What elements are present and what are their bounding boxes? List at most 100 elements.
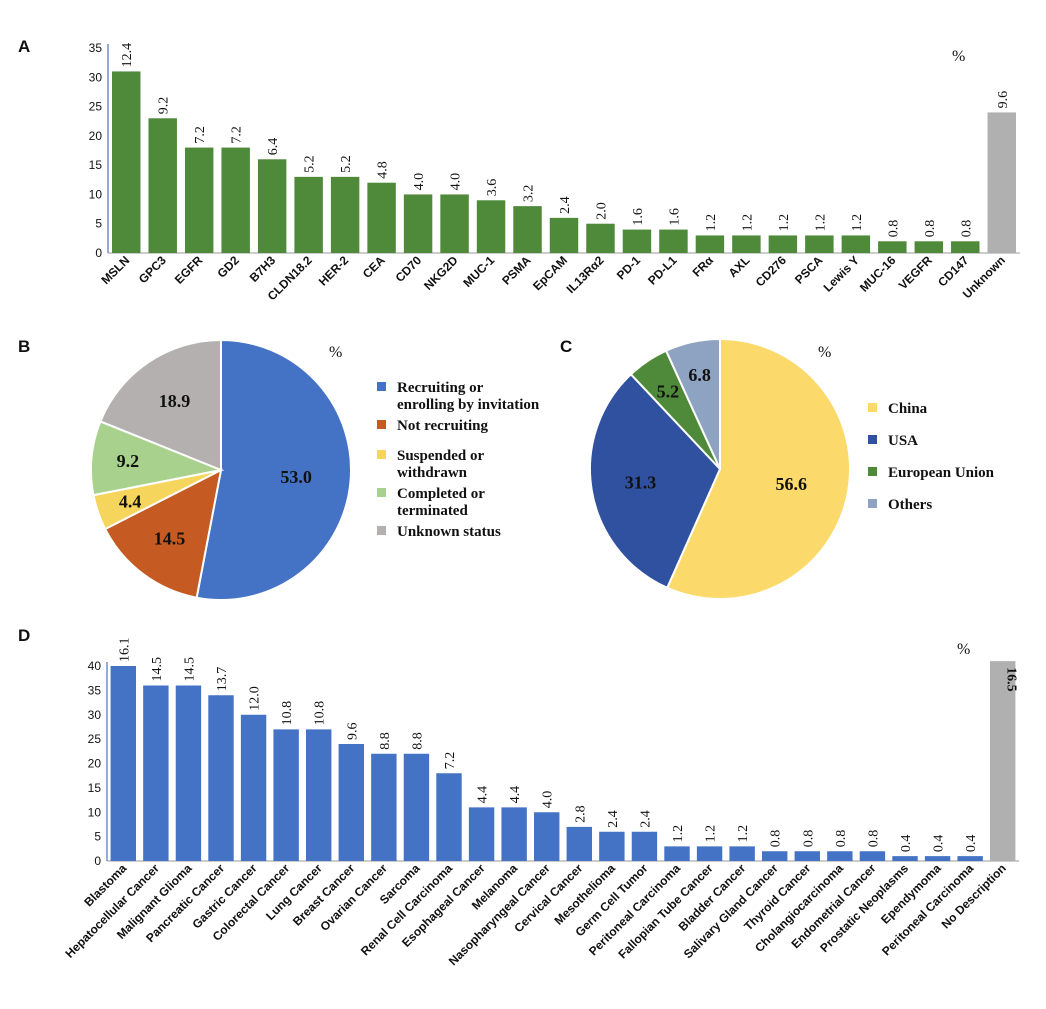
legend-label-c: Others xyxy=(888,497,932,513)
bar-d xyxy=(273,729,299,861)
pie-chart-c: 56.6 31.3 5.2 6.8 China USA European Union Othe… xyxy=(589,337,995,600)
legend-label-b: enrolling by invitation xyxy=(397,397,540,413)
bar-value-label-d: 16.1 xyxy=(117,638,132,663)
pie-value-label-b: 14.5 xyxy=(154,529,186,549)
unit-label-d: % xyxy=(957,641,970,658)
pie-slice-b xyxy=(195,338,352,601)
bar-value-label-d: 0.4 xyxy=(899,835,914,853)
category-label-a: PD-1 xyxy=(614,253,643,282)
y-tick-label-a: 20 xyxy=(89,129,103,143)
legend-swatch-b xyxy=(377,450,386,459)
bar-d xyxy=(892,856,918,861)
bar-value-label-a: 5.2 xyxy=(339,155,354,173)
bar-value-label-a: 9.2 xyxy=(157,97,172,115)
bar-value-label-a: 1.2 xyxy=(850,214,865,232)
panel-letter-c: C xyxy=(560,337,572,356)
bar-value-label-a: 4.0 xyxy=(449,173,464,191)
panel-letter-d: D xyxy=(18,626,30,645)
y-tick-label-d: 15 xyxy=(88,781,102,795)
category-label-a: MSLN xyxy=(98,253,132,287)
pie-slice-c xyxy=(665,337,851,600)
bar-value-label-d: 16.5 xyxy=(1004,667,1019,692)
bar-a xyxy=(695,235,725,253)
bar-d xyxy=(175,685,202,861)
bar-value-label-a: 4.8 xyxy=(376,161,391,179)
bar-a xyxy=(257,159,287,253)
bar-value-label-d: 2.4 xyxy=(606,810,621,828)
pie-value-label-c: 31.3 xyxy=(625,472,657,492)
bar-d xyxy=(729,846,755,861)
category-label-a: NKG2D xyxy=(421,253,461,293)
y-tick-label-a: 30 xyxy=(89,70,103,84)
bar-a xyxy=(403,194,433,253)
unit-label-a: % xyxy=(952,48,965,65)
category-label-a: GD2 xyxy=(214,253,242,281)
pie-value-label-c: 6.8 xyxy=(688,365,711,385)
bar-a xyxy=(622,229,652,253)
bar-d xyxy=(371,753,397,861)
legend-label-c: China xyxy=(888,401,928,417)
bar-value-label-a: 1.2 xyxy=(740,214,755,232)
bar-a xyxy=(549,217,579,253)
bar-value-label-a: 1.2 xyxy=(777,214,792,232)
pie-slice-b xyxy=(99,338,222,472)
category-label-a: FRα xyxy=(690,253,717,280)
bar-value-label-d: 1.2 xyxy=(704,825,719,843)
category-label-a: MUC-1 xyxy=(460,253,497,290)
bar-d xyxy=(696,846,723,861)
bar-d xyxy=(566,826,592,861)
category-label-a: PSCA xyxy=(792,253,826,287)
bar-value-label-d: 8.8 xyxy=(378,732,393,750)
bar-value-label-a: 1.2 xyxy=(813,214,828,232)
y-tick-label-a: 15 xyxy=(89,158,103,172)
y-tick-label-d: 30 xyxy=(88,708,102,722)
bar-value-label-d: 0.4 xyxy=(964,835,979,853)
bar-value-label-d: 14.5 xyxy=(182,657,197,682)
bar-d xyxy=(436,773,462,861)
category-label-a: CD70 xyxy=(393,253,425,285)
legend-swatch-b xyxy=(377,526,386,535)
category-label-a: AXL xyxy=(726,253,753,280)
bar-value-label-d: 13.7 xyxy=(215,667,230,692)
bar-value-label-d: 2.4 xyxy=(638,810,653,828)
bar-value-label-a: 2.0 xyxy=(594,202,609,220)
category-label-a: Lewis Y xyxy=(821,253,862,294)
y-tick-label-d: 20 xyxy=(88,757,102,771)
legend-label-c: European Union xyxy=(888,465,995,481)
bar-a xyxy=(586,223,615,253)
bar-value-label-d: 0.8 xyxy=(866,830,881,848)
y-tick-label-d: 40 xyxy=(88,659,102,673)
bar-d xyxy=(924,856,951,861)
bar-d xyxy=(599,831,625,861)
legend-swatch-c xyxy=(868,435,877,444)
bar-value-label-a: 9.6 xyxy=(996,91,1011,109)
bar-a xyxy=(294,176,323,253)
bar-a xyxy=(732,235,761,253)
bar-value-label-d: 9.6 xyxy=(345,723,360,741)
bar-value-label-a: 0.8 xyxy=(959,220,974,238)
legend-swatch-b xyxy=(377,382,386,391)
bar-a xyxy=(841,235,871,253)
bar-d xyxy=(468,807,495,861)
bar-a xyxy=(440,194,469,253)
bar-a xyxy=(951,241,980,253)
bar-d xyxy=(143,685,169,861)
bar-a xyxy=(148,118,177,254)
category-label-a: GPC3 xyxy=(136,253,169,286)
bar-chart-d: 051015202530354016.1Blastoma14.5Hepatoce… xyxy=(62,638,1019,968)
legend-label-b: Not recruiting xyxy=(397,418,488,434)
bar-value-label-d: 14.5 xyxy=(150,657,165,682)
bar-d xyxy=(631,831,658,861)
bar-a xyxy=(513,206,542,253)
bar-d xyxy=(110,666,136,861)
y-tick-label-a: 0 xyxy=(95,246,102,260)
bar-a xyxy=(987,112,1016,253)
category-label-a: MUC-16 xyxy=(857,253,899,295)
bar-a xyxy=(878,241,907,253)
bar-d xyxy=(664,846,690,861)
bar-a xyxy=(914,241,944,253)
bar-d xyxy=(762,851,788,861)
legend-label-b: Unknown status xyxy=(397,524,501,540)
bar-value-label-d: 0.8 xyxy=(769,830,784,848)
pie-slice-c xyxy=(664,337,721,470)
